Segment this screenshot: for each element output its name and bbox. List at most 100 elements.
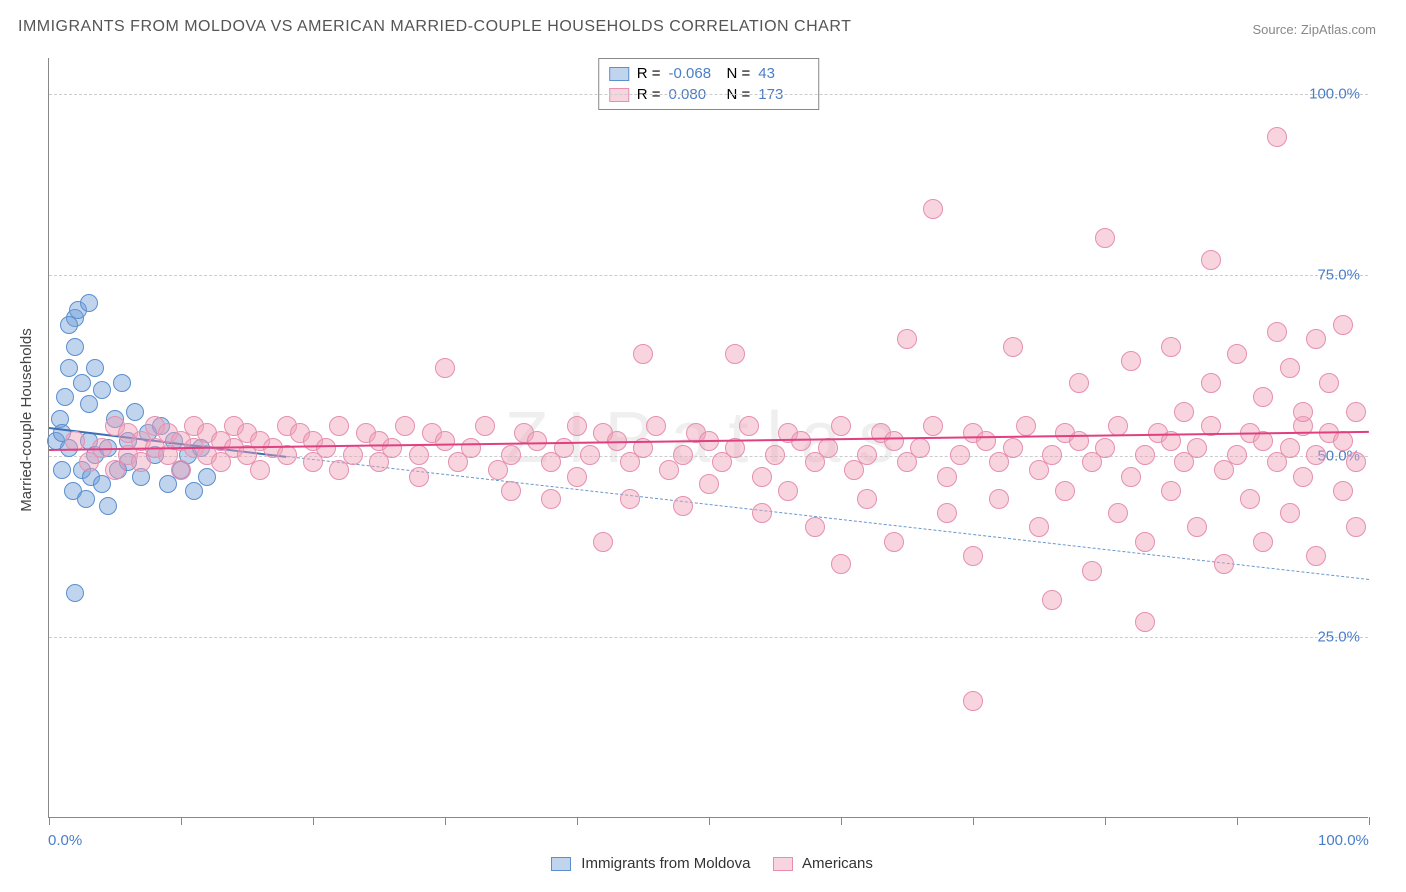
data-point (1201, 373, 1221, 393)
data-point (1082, 561, 1102, 581)
x-tick (1237, 817, 1238, 825)
data-point (818, 438, 838, 458)
data-point (699, 474, 719, 494)
legend-label-1: Americans (802, 855, 873, 872)
data-point (185, 482, 203, 500)
data-point (673, 496, 693, 516)
data-point (409, 445, 429, 465)
data-point (1293, 402, 1313, 422)
x-tick (1105, 817, 1106, 825)
data-point (1346, 402, 1366, 422)
data-point (435, 358, 455, 378)
data-point (1121, 467, 1141, 487)
data-point (1187, 517, 1207, 537)
data-point (1042, 445, 1062, 465)
plot-area: ZIPatlas R = -0.068 N = 43 R = 0.080 N =… (48, 58, 1368, 818)
data-point (805, 517, 825, 537)
x-tick (1369, 817, 1370, 825)
data-point (1201, 250, 1221, 270)
x-tick (313, 817, 314, 825)
data-point (937, 503, 957, 523)
data-point (989, 489, 1009, 509)
data-point (593, 532, 613, 552)
data-point (382, 438, 402, 458)
data-point (527, 431, 547, 451)
data-point (673, 445, 693, 465)
data-point (725, 344, 745, 364)
data-point (1333, 431, 1353, 451)
data-point (1003, 438, 1023, 458)
data-point (126, 403, 144, 421)
data-point (66, 338, 84, 356)
x-axis-min-label: 0.0% (48, 832, 82, 849)
data-point (99, 497, 117, 515)
data-point (329, 416, 349, 436)
x-tick (49, 817, 50, 825)
data-point (580, 445, 600, 465)
data-point (739, 416, 759, 436)
data-point (1174, 402, 1194, 422)
data-point (1346, 452, 1366, 472)
data-point (86, 359, 104, 377)
data-point (1214, 554, 1234, 574)
data-point (1240, 489, 1260, 509)
data-point (1346, 517, 1366, 537)
data-point (409, 467, 429, 487)
data-point (857, 489, 877, 509)
gridline (49, 637, 1368, 638)
data-point (567, 467, 587, 487)
data-point (950, 445, 970, 465)
data-point (343, 445, 363, 465)
data-point (1055, 481, 1075, 501)
data-point (1280, 358, 1300, 378)
data-point (1227, 445, 1247, 465)
data-point (80, 395, 98, 413)
data-point (1069, 373, 1089, 393)
gridline (49, 94, 1368, 95)
data-point (752, 467, 772, 487)
data-point (53, 461, 71, 479)
data-point (752, 503, 772, 523)
data-point (1280, 503, 1300, 523)
gridline (49, 275, 1368, 276)
data-point (56, 388, 74, 406)
x-tick (181, 817, 182, 825)
data-point (923, 199, 943, 219)
data-point (198, 468, 216, 486)
y-tick-label: 75.0% (1317, 267, 1360, 284)
data-point (1227, 344, 1247, 364)
data-point (831, 416, 851, 436)
legend-swatch-0 (551, 857, 571, 871)
data-point (1108, 416, 1128, 436)
data-point (1069, 431, 1089, 451)
data-point (501, 481, 521, 501)
data-point (395, 416, 415, 436)
data-point (60, 359, 78, 377)
data-point (1121, 351, 1141, 371)
data-point (976, 431, 996, 451)
data-point (277, 445, 297, 465)
data-point (963, 691, 983, 711)
stat-n-value-0: 43 (758, 63, 808, 84)
data-point (1306, 445, 1326, 465)
data-point (910, 438, 930, 458)
data-point (1333, 481, 1353, 501)
data-point (778, 481, 798, 501)
data-point (884, 532, 904, 552)
data-point (1253, 532, 1273, 552)
data-point (1135, 532, 1155, 552)
data-point (937, 467, 957, 487)
data-point (1161, 481, 1181, 501)
data-point (831, 554, 851, 574)
data-point (66, 584, 84, 602)
data-point (1187, 438, 1207, 458)
data-point (60, 316, 78, 334)
data-point (646, 416, 666, 436)
y-tick-label: 25.0% (1317, 629, 1360, 646)
x-tick (577, 817, 578, 825)
data-point (93, 475, 111, 493)
data-point (1267, 127, 1287, 147)
y-axis-title: Married-couple Households (18, 328, 35, 511)
data-point (501, 445, 521, 465)
data-point (884, 431, 904, 451)
